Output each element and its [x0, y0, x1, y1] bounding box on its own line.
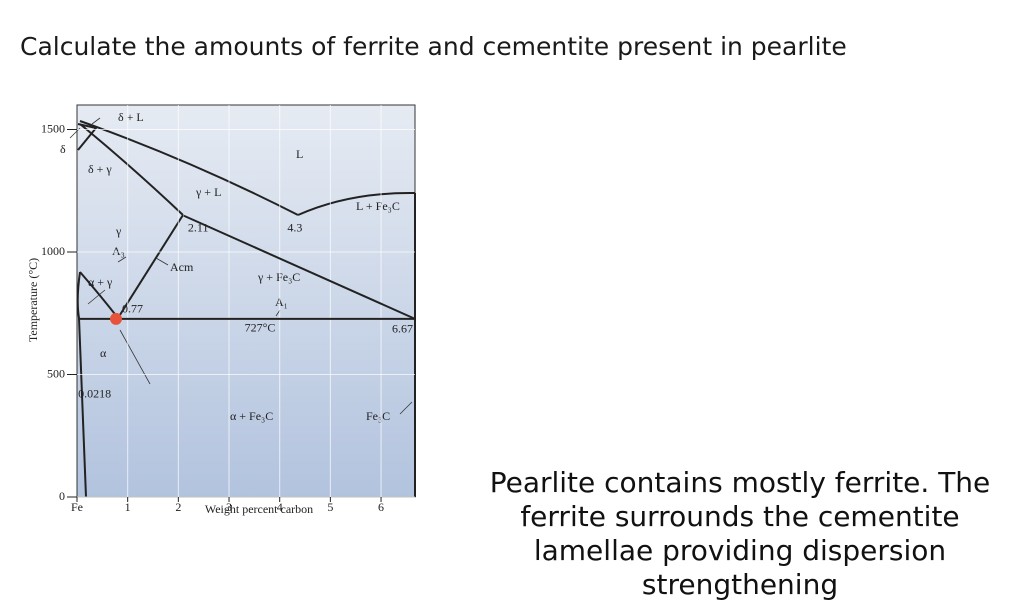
region-label: A₁	[275, 295, 288, 309]
point-label: 6.67	[392, 322, 413, 336]
phase-lines	[76, 120, 416, 498]
region-label: γ	[115, 224, 122, 238]
alpha-solvus	[76, 271, 87, 498]
acm-line	[117, 214, 184, 319]
note: Pearlite contains mostly ferrite. The fe…	[489, 466, 991, 601]
y-tick-label: 1000	[41, 244, 65, 258]
phase-diagram: δ + L L δ + γ γ + L L + Fe₃C γ A₃ Acm α …	[26, 104, 416, 516]
region-label: γ + Fe₃C	[257, 270, 300, 284]
x-tick-label: Fe	[71, 500, 83, 514]
region-label: L + Fe₃C	[356, 199, 400, 213]
eutectoid-label: 727°C	[245, 321, 276, 335]
region-label: L	[296, 147, 303, 161]
region-label: δ	[60, 142, 66, 156]
x-tick-label: 2	[175, 500, 181, 514]
x-tick-label: 4	[277, 500, 283, 514]
eutectic-line	[183, 214, 416, 320]
liquidus-fe3c	[297, 191, 416, 216]
region-label: γ + L	[195, 185, 221, 199]
y-tick-label: 0	[59, 489, 65, 503]
slide-title: Calculate the amounts of ferrite and cem…	[20, 32, 847, 61]
y-axis-label: Temperature (°C)	[26, 258, 40, 342]
region-label: δ + L	[118, 110, 144, 124]
region-label: Acm	[170, 260, 194, 274]
x-axis-label: Weight percent carbon	[205, 502, 313, 516]
y-tick-label: 1500	[41, 121, 65, 135]
region-label: δ + γ	[88, 162, 112, 176]
region-label: A₃	[112, 244, 125, 258]
x-tick-label: 5	[327, 500, 333, 514]
point-label: 0.0218	[78, 387, 111, 401]
region-label: Fe₃C	[366, 409, 390, 423]
point-label: 2.11	[188, 220, 209, 234]
eutectoid-point	[110, 312, 123, 325]
region-label: α	[100, 346, 107, 360]
x-tick-label: 3	[226, 500, 232, 514]
region-label: α + γ	[88, 275, 113, 289]
delta-lines	[77, 123, 98, 151]
point-label: 4.3	[287, 220, 302, 234]
liquidus	[79, 120, 299, 216]
y-tick-label: 500	[47, 366, 65, 380]
point-label: 0.77	[122, 302, 143, 316]
region-label: α + Fe₃C	[230, 409, 273, 423]
x-tick-label: 1	[125, 500, 131, 514]
x-tick-label: 6	[378, 500, 384, 514]
